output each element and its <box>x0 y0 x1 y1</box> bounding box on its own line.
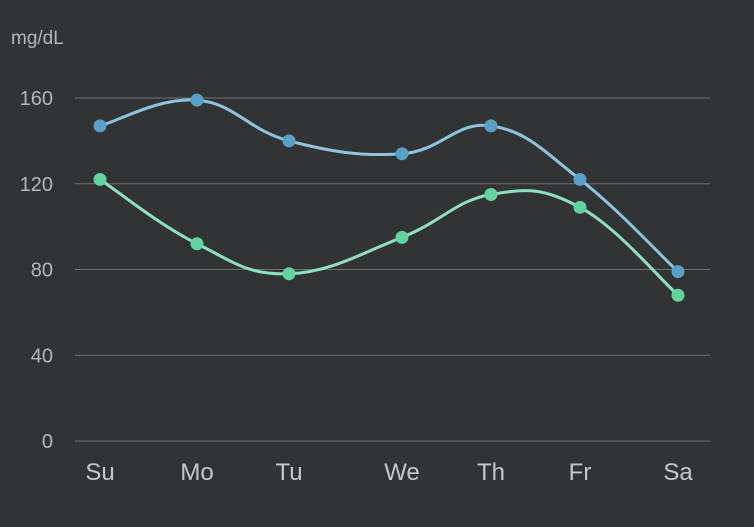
y-tick-label-160: 160 <box>20 88 53 110</box>
x-tick-label-we: We <box>384 459 420 486</box>
x-tick-label-su: Su <box>85 459 114 486</box>
x-tick-label-fr: Fr <box>569 459 592 486</box>
x-axis-ticks: Su Mo Tu We Th Fr Sa <box>85 459 693 486</box>
series-1-point-fr[interactable] <box>573 172 587 186</box>
x-tick-label-tu: Tu <box>275 459 302 486</box>
series-2-point-fr[interactable] <box>573 200 587 214</box>
y-axis-ticks: 0 40 80 120 160 <box>20 88 53 453</box>
series-1-point-we[interactable] <box>395 147 409 161</box>
y-tick-label-80: 80 <box>31 260 53 282</box>
series-2-point-tu[interactable] <box>282 267 296 281</box>
series-2-point-th[interactable] <box>484 187 498 201</box>
gridlines <box>75 97 710 442</box>
series-1-point-sa[interactable] <box>671 265 685 279</box>
y-tick-label-40: 40 <box>31 345 53 367</box>
x-tick-label-mo: Mo <box>180 459 213 486</box>
series-2-line <box>98 177 680 297</box>
y-axis-unit-label: mg/dL <box>11 28 64 49</box>
y-tick-label-120: 120 <box>20 174 53 196</box>
series-2-point-mo[interactable] <box>190 237 204 251</box>
series-1-point-tu[interactable] <box>282 134 296 148</box>
x-tick-label-th: Th <box>477 459 505 486</box>
series-lines <box>98 98 680 297</box>
series-1-point-th[interactable] <box>484 119 498 133</box>
series-2-point-we[interactable] <box>395 230 409 244</box>
series-2-point-sa[interactable] <box>671 288 685 302</box>
series-2-point-su[interactable] <box>93 172 107 186</box>
x-tick-label-sa: Sa <box>663 459 693 486</box>
series-1-point-mo[interactable] <box>190 93 204 107</box>
series-points <box>93 93 685 302</box>
series-1-line <box>98 98 680 274</box>
series-1-point-su[interactable] <box>93 119 107 133</box>
y-tick-label-0: 0 <box>42 431 53 453</box>
